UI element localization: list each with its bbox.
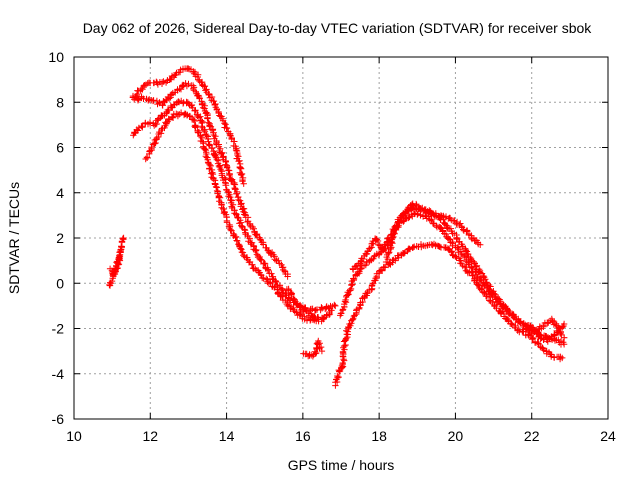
series-track-l xyxy=(382,200,484,266)
y-tick-label: 2 xyxy=(56,230,64,246)
x-tick-label: 22 xyxy=(524,428,540,444)
point-markers-track-f xyxy=(142,109,322,324)
axis-ticks xyxy=(73,56,609,420)
y-axis-label: SDTVAR / TECUs xyxy=(6,182,22,294)
y-tick-label: -4 xyxy=(52,366,65,382)
series-track-g xyxy=(283,285,335,325)
x-axis-label: GPS time / hours xyxy=(288,457,395,473)
point-markers-track-i xyxy=(332,240,566,389)
y-tick-label: 8 xyxy=(56,94,64,110)
y-tick-label: 4 xyxy=(56,185,64,201)
series-track-b xyxy=(106,243,125,278)
y-tick-label: -2 xyxy=(52,321,65,337)
x-tick-label: 18 xyxy=(371,428,387,444)
series-track-c xyxy=(129,65,247,187)
series-track-a xyxy=(106,234,127,289)
point-markers-track-h xyxy=(300,337,326,360)
x-tick-label: 14 xyxy=(219,428,235,444)
point-markers-track-d xyxy=(131,80,291,280)
x-tick-label: 12 xyxy=(142,428,158,444)
point-markers-track-l xyxy=(382,200,484,266)
point-markers-track-a xyxy=(106,234,127,289)
x-tick-label: 10 xyxy=(66,428,82,444)
series-track-d xyxy=(131,80,291,280)
point-markers-track-m xyxy=(525,315,568,341)
point-markers-track-b xyxy=(106,243,125,278)
series-track-k xyxy=(349,204,568,345)
y-tick-label: 10 xyxy=(48,49,64,65)
x-tick-label: 24 xyxy=(600,428,616,444)
x-tick-label: 16 xyxy=(295,428,311,444)
y-tick-label: -6 xyxy=(52,411,65,427)
data-points xyxy=(106,65,568,389)
series-track-f xyxy=(142,109,322,324)
y-tick-label: 6 xyxy=(56,140,64,156)
point-markers-track-g xyxy=(283,285,335,325)
chart-title: Day 062 of 2026, Sidereal Day-to-day VTE… xyxy=(83,20,593,36)
series-track-m xyxy=(525,315,568,341)
point-markers-track-c xyxy=(129,65,247,187)
series-track-i xyxy=(332,240,566,389)
x-tick-label: 20 xyxy=(448,428,464,444)
y-tick-label: 0 xyxy=(56,275,64,291)
point-markers-track-k xyxy=(349,204,568,345)
series-track-h xyxy=(300,337,326,360)
